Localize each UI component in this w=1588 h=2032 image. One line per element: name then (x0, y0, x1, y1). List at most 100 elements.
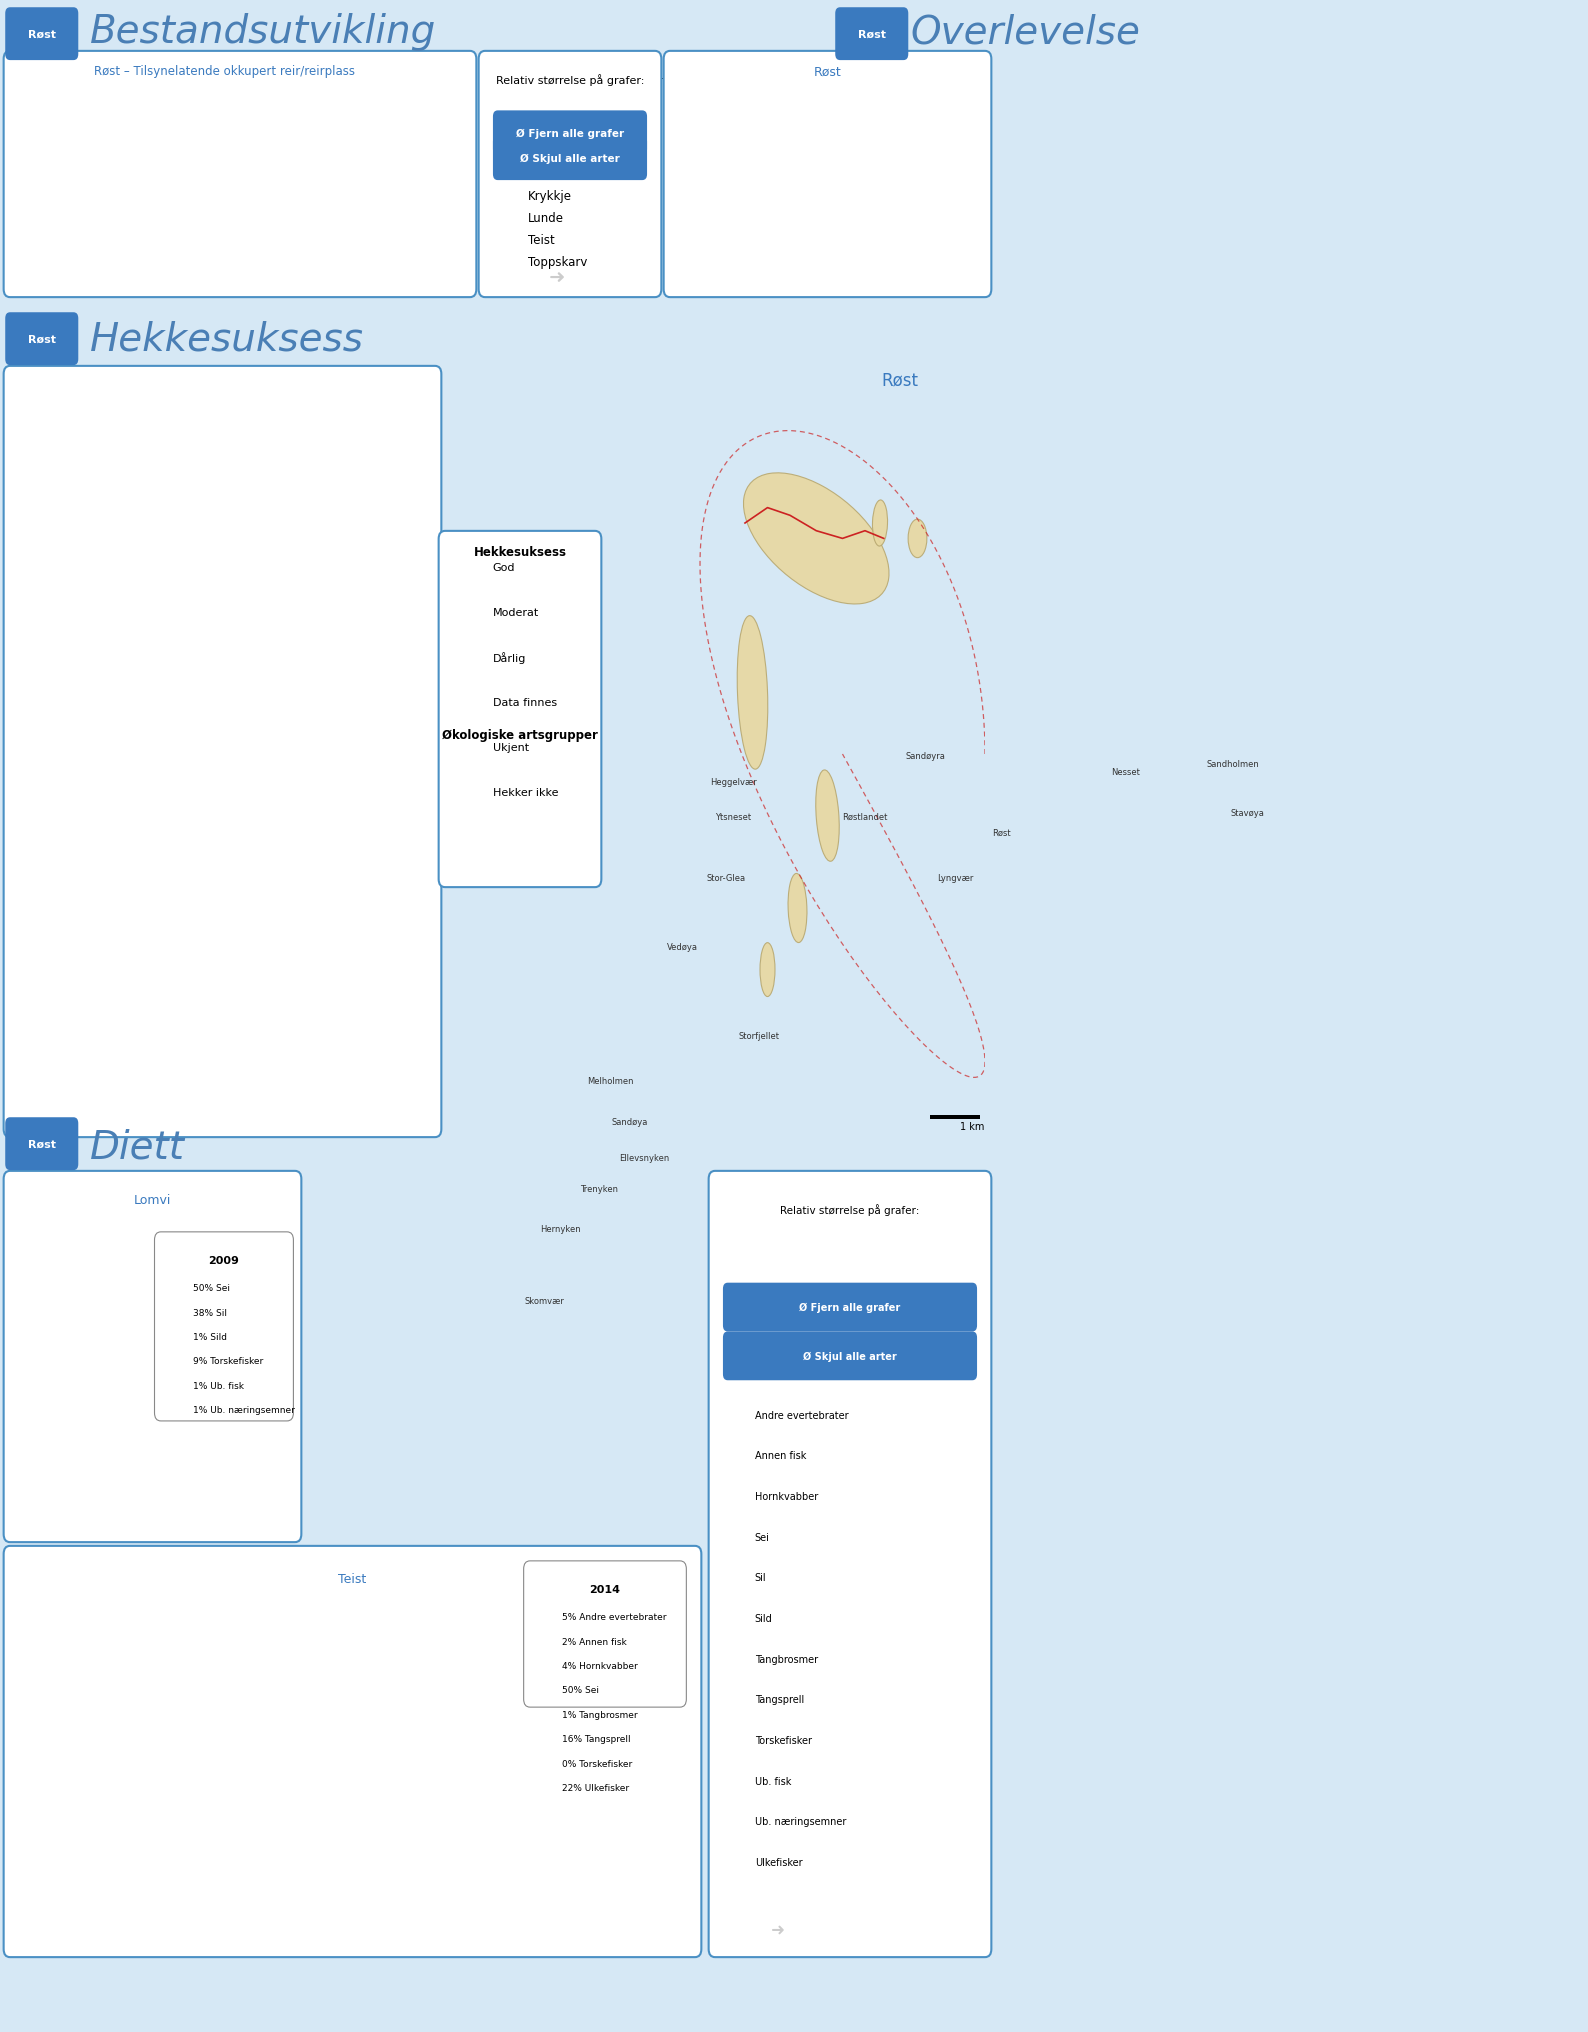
Bar (184, 1617, 206, 1636)
Text: G: G (310, 941, 318, 951)
Bar (130, 768, 160, 805)
Bar (95, 1087, 127, 1124)
Bar (284, 1871, 305, 1884)
Bar (365, 528, 397, 565)
Text: 1 km: 1 km (961, 1122, 985, 1132)
Bar (459, 1861, 481, 1869)
Text: 2014: 2014 (402, 394, 429, 404)
Bar (634, 1642, 656, 1668)
Text: 5% Andre evertebrater: 5% Andre evertebrater (562, 1613, 667, 1622)
Bar (400, 929, 430, 963)
Bar (130, 528, 160, 565)
Bar (359, 1871, 381, 1876)
Bar (95, 727, 127, 764)
Y-axis label: Bestandsindeks (år 1 = 100): Bestandsindeks (år 1 = 100) (21, 110, 29, 240)
Bar (610, 1869, 630, 1871)
Text: D: D (208, 742, 216, 750)
Bar (130, 727, 160, 764)
Text: Ø Skjul alle arter: Ø Skjul alle arter (521, 154, 619, 165)
Bar (110, 1906, 130, 1912)
Bar (310, 1642, 330, 1668)
Bar (332, 1087, 362, 1124)
Bar (310, 1888, 330, 1900)
FancyBboxPatch shape (488, 98, 653, 116)
Bar (410, 1906, 430, 1912)
Text: M: M (376, 1101, 386, 1109)
Bar (359, 1599, 381, 1624)
Bar (135, 1615, 156, 1634)
Text: Sei: Sei (754, 1532, 770, 1542)
Bar (365, 967, 397, 1004)
Text: M: M (106, 941, 116, 951)
Text: Polarlomvi: Polarlomvi (16, 543, 67, 551)
Text: Stor-Glea: Stor-Glea (707, 874, 746, 882)
Bar (159, 1636, 181, 1664)
Bar (210, 1861, 230, 1865)
Text: M: M (410, 821, 419, 831)
Bar (332, 528, 362, 565)
Text: D: D (310, 821, 318, 831)
Text: 2005: 2005 (98, 394, 124, 404)
Text: Røst: Røst (992, 829, 1012, 837)
Bar (434, 1876, 456, 1888)
Text: Krykkje: Krykkje (527, 191, 572, 203)
Bar (135, 1859, 156, 1861)
Bar (197, 608, 227, 644)
Bar (410, 1697, 430, 1861)
Bar (164, 488, 194, 524)
Text: G: G (141, 981, 149, 990)
Bar (584, 1646, 605, 1670)
Bar (13, 725, 432, 766)
Bar (13, 567, 432, 606)
Bar (410, 1628, 430, 1646)
Bar (365, 888, 397, 925)
Text: Ub. næringsemner: Ub. næringsemner (754, 1817, 846, 1827)
Bar (159, 1617, 181, 1636)
Bar (299, 847, 329, 884)
Bar (310, 1668, 330, 1691)
Bar (459, 1871, 481, 1876)
Bar (110, 1680, 130, 1853)
Bar (310, 1691, 330, 1861)
Text: M: M (343, 1061, 353, 1071)
Bar (62, 648, 92, 685)
Text: D: D (310, 502, 318, 512)
Circle shape (502, 185, 521, 209)
Text: D: D (310, 622, 318, 630)
Text: Alkekonge: Alkekonge (16, 581, 67, 591)
Bar (159, 1853, 181, 1859)
Bar (110, 1599, 130, 1615)
Bar (410, 1599, 430, 1628)
Bar (164, 847, 194, 884)
Y-axis label: Andel av diett %: Andel av diett % (6, 1323, 16, 1404)
Bar (265, 847, 295, 884)
Bar (335, 1687, 356, 1861)
Bar (365, 1087, 397, 1124)
Bar (197, 689, 227, 723)
Text: 2010: 2010 (267, 394, 294, 404)
Bar (384, 1691, 405, 1861)
Bar (484, 1876, 505, 1888)
Bar (130, 488, 160, 524)
Circle shape (480, 98, 646, 116)
Bar (299, 1049, 329, 1083)
Text: G: G (175, 1101, 183, 1109)
Bar (610, 1900, 630, 1906)
Bar (584, 1628, 605, 1646)
Bar (510, 1888, 530, 1900)
Bar (13, 1006, 432, 1046)
Bar (400, 768, 430, 805)
Text: ➜: ➜ (770, 1920, 784, 1939)
Text: Sandøyra: Sandøyra (905, 752, 945, 760)
Text: D: D (208, 782, 216, 790)
Text: 2007: 2007 (165, 394, 192, 404)
Bar (130, 888, 160, 925)
Text: 50% Sei: 50% Sei (192, 1284, 230, 1292)
Bar (132, 1221, 165, 1248)
Text: 0% Torskefisker: 0% Torskefisker (562, 1760, 632, 1768)
Bar (559, 1697, 581, 1861)
Text: G: G (141, 622, 149, 630)
Bar (62, 488, 92, 524)
Bar (359, 1900, 381, 1906)
Bar (434, 1900, 456, 1906)
